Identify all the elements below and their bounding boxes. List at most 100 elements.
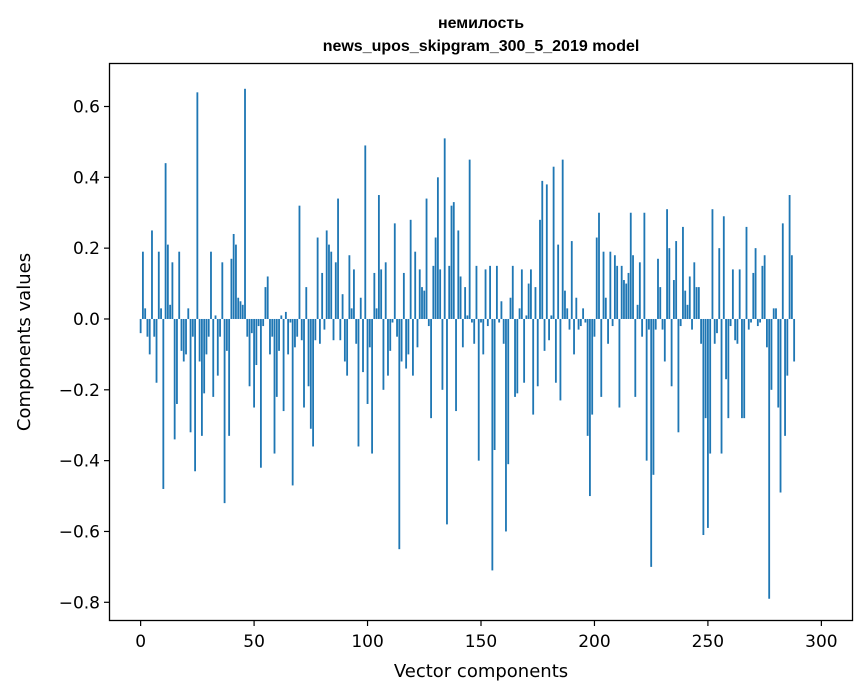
bar (284, 311, 287, 319)
bar (582, 308, 585, 319)
bar (248, 318, 251, 387)
bar (663, 318, 666, 362)
bar (318, 318, 321, 344)
y-tick-label: 0.2 (73, 239, 100, 259)
bar (364, 145, 367, 319)
bar (545, 184, 548, 319)
bar (412, 318, 414, 376)
bar (575, 297, 578, 319)
bar (695, 287, 698, 319)
bar (316, 237, 319, 319)
bar (266, 276, 269, 319)
bar (645, 318, 648, 461)
bar (736, 318, 739, 344)
bar (448, 265, 451, 319)
bar (729, 318, 732, 327)
bar (516, 318, 519, 394)
bar (604, 297, 607, 319)
bar (536, 318, 539, 387)
y-tick-label: −0.6 (59, 522, 100, 542)
bar (269, 318, 271, 355)
bar (148, 318, 151, 355)
bar (584, 318, 587, 323)
bar (164, 163, 167, 319)
bar (688, 276, 691, 319)
bar (298, 205, 301, 319)
bar (375, 308, 378, 319)
bar (593, 318, 596, 337)
bar (716, 318, 718, 334)
bar (464, 287, 467, 319)
bar (436, 177, 439, 319)
bar (777, 318, 780, 408)
bar (393, 223, 396, 319)
bar (452, 202, 455, 319)
x-tick-label: 200 (578, 632, 610, 652)
bar (759, 318, 762, 323)
bar (187, 308, 190, 319)
bar (262, 318, 265, 327)
bar (763, 255, 766, 319)
bar (613, 255, 616, 319)
bar (709, 318, 712, 454)
bar (139, 318, 142, 334)
bar (409, 219, 412, 319)
bar (432, 265, 435, 319)
bar (650, 318, 653, 567)
x-axis-ticks: 0 50 100 150 200 250 300 (135, 620, 838, 652)
bar (332, 318, 335, 341)
bar (693, 262, 696, 319)
bar (530, 269, 532, 319)
bar (225, 318, 228, 351)
bar (141, 251, 144, 319)
bar (166, 244, 169, 319)
bar (632, 255, 634, 319)
bar (255, 318, 258, 366)
bar (423, 290, 426, 319)
bar (543, 318, 546, 351)
bar (280, 315, 283, 319)
bar (793, 318, 796, 362)
bar (539, 219, 541, 319)
bar (589, 318, 591, 497)
bar (291, 318, 294, 486)
bar (518, 308, 521, 319)
bar (353, 269, 355, 319)
bar (357, 318, 360, 447)
bar (491, 318, 494, 571)
bar (471, 318, 473, 323)
x-tick-label: 150 (465, 632, 497, 652)
bar (253, 318, 255, 408)
bar (634, 318, 637, 397)
bar (600, 318, 603, 397)
bar (425, 198, 428, 319)
chart-title: немилость (438, 15, 524, 32)
bar (525, 315, 528, 319)
bar (230, 258, 233, 319)
bar (314, 318, 317, 341)
bar (779, 318, 782, 493)
bar (480, 318, 482, 323)
bar (561, 159, 564, 319)
bar (618, 318, 621, 408)
bar (228, 318, 231, 436)
bar (287, 318, 290, 355)
bar (641, 318, 644, 337)
bar (146, 318, 149, 337)
bar (629, 212, 632, 319)
bar (766, 318, 768, 348)
bar (466, 315, 469, 319)
bar (768, 318, 771, 599)
bar (741, 318, 743, 419)
bar (502, 318, 505, 344)
bar (289, 318, 292, 323)
bar (384, 262, 387, 319)
bar (219, 318, 221, 337)
bar (738, 269, 741, 319)
bar (160, 308, 162, 319)
bar (264, 287, 267, 319)
bar (185, 318, 187, 355)
bar (339, 318, 342, 341)
bar (398, 318, 401, 550)
bar (484, 269, 487, 319)
